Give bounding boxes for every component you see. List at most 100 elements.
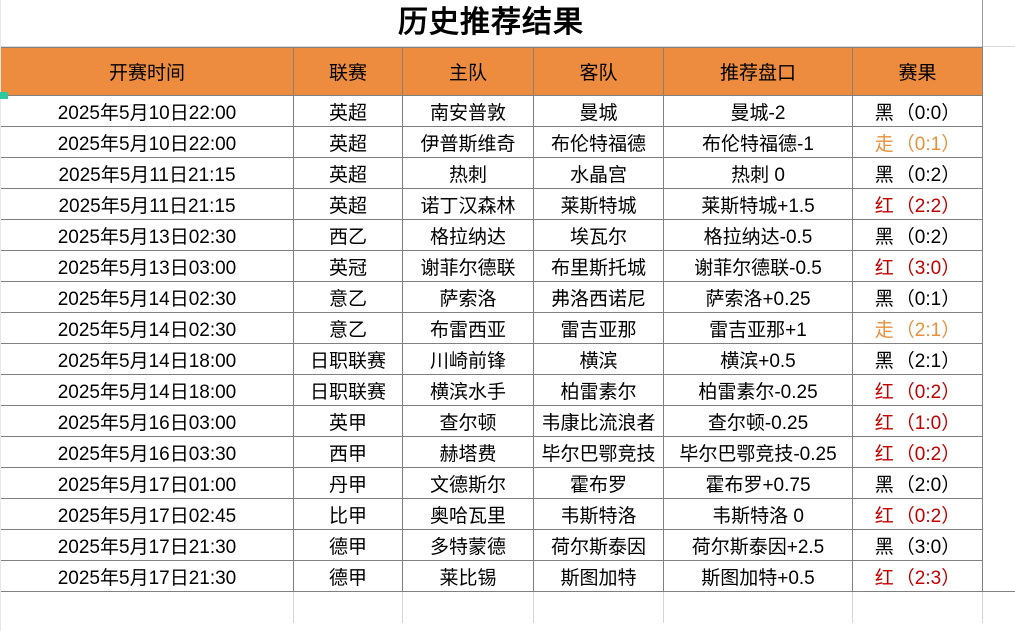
cell-result[interactable]: 黑（0:0） <box>852 95 983 127</box>
column-header-result[interactable]: 赛果 <box>852 47 983 96</box>
column-header-league[interactable]: 联赛 <box>293 47 403 96</box>
cell-away[interactable]: 莱斯特城 <box>533 188 664 220</box>
cell-result[interactable]: 黑（0:2） <box>852 219 983 251</box>
cell-home[interactable]: 谢菲尔德联 <box>402 250 534 282</box>
cell-away[interactable]: 柏雷素尔 <box>533 374 664 406</box>
cell-result[interactable]: 黑（0:2） <box>852 157 983 189</box>
cell-league[interactable]: 意乙 <box>293 312 403 344</box>
cell-time[interactable]: 2025年5月11日21:15 <box>0 157 294 189</box>
table-row[interactable]: 2025年5月17日01:00 丹甲 文德斯尔 霍布罗 霍布罗+0.75 黑（2:0） <box>0 467 1015 499</box>
cell-time[interactable]: 2025年5月10日22:00 <box>0 126 294 158</box>
cell-time[interactable]: 2025年5月16日03:00 <box>0 405 294 437</box>
cell-line[interactable]: 格拉纳达-0.5 <box>663 219 853 251</box>
cell-result[interactable]: 黑（2:0） <box>852 467 983 499</box>
cell-home[interactable]: 莱比锡 <box>402 560 534 592</box>
cell-away[interactable]: 横滨 <box>533 343 664 375</box>
cell-home[interactable]: 诺丁汉森林 <box>402 188 534 220</box>
cell-line[interactable]: 霍布罗+0.75 <box>663 467 853 499</box>
cell-away[interactable]: 弗洛西诺尼 <box>533 281 664 313</box>
cell-time[interactable]: 2025年5月17日21:30 <box>0 560 294 592</box>
cell-line[interactable]: 萨索洛+0.25 <box>663 281 853 313</box>
cell-line[interactable]: 查尔顿-0.25 <box>663 405 853 437</box>
cell-time[interactable]: 2025年5月17日01:00 <box>0 467 294 499</box>
empty-cell[interactable] <box>0 591 294 623</box>
column-header-time[interactable]: 开赛时间 <box>0 47 294 96</box>
table-row[interactable]: 2025年5月13日03:00 英冠 谢菲尔德联 布里斯托城 谢菲尔德联-0.5 红（3:… <box>0 250 1015 282</box>
cell-league[interactable]: 西乙 <box>293 219 403 251</box>
cell-result[interactable]: 红（0:2） <box>852 374 983 406</box>
cell-league[interactable]: 德甲 <box>293 529 403 561</box>
cell-time[interactable]: 2025年5月14日18:00 <box>0 374 294 406</box>
cell-away[interactable]: 水晶宫 <box>533 157 664 189</box>
cell-home[interactable]: 查尔顿 <box>402 405 534 437</box>
table-row[interactable]: 2025年5月16日03:00 英甲 查尔顿 韦康比流浪者 查尔顿-0.25 红（1:0） <box>0 405 1015 437</box>
cell-result[interactable]: 红（0:2） <box>852 498 983 530</box>
cell-home[interactable]: 文德斯尔 <box>402 467 534 499</box>
cell-time[interactable]: 2025年5月14日02:30 <box>0 281 294 313</box>
table-row[interactable]: 2025年5月16日03:30 西甲 赫塔费 毕尔巴鄂竞技 毕尔巴鄂竞技-0.25 红（0… <box>0 436 1015 468</box>
cell-home[interactable]: 萨索洛 <box>402 281 534 313</box>
cell-league[interactable]: 西甲 <box>293 436 403 468</box>
cell-home[interactable]: 赫塔费 <box>402 436 534 468</box>
cell-home[interactable]: 伊普斯维奇 <box>402 126 534 158</box>
cell-away[interactable]: 布伦特福德 <box>533 126 664 158</box>
table-row[interactable]: 2025年5月14日02:30 意乙 布雷西亚 雷吉亚那 雷吉亚那+1 走（2:1） <box>0 312 1015 344</box>
cell-away[interactable]: 韦斯特洛 <box>533 498 664 530</box>
empty-cell[interactable] <box>982 591 1015 623</box>
cell-time[interactable]: 2025年5月17日21:30 <box>0 529 294 561</box>
cell-home[interactable]: 南安普敦 <box>402 95 534 127</box>
empty-cell[interactable] <box>663 591 853 623</box>
cell-result[interactable]: 黑（0:1） <box>852 281 983 313</box>
table-row[interactable]: 2025年5月13日02:30 西乙 格拉纳达 埃瓦尔 格拉纳达-0.5 黑（0:2） <box>0 219 1015 251</box>
cell-time[interactable]: 2025年5月13日03:00 <box>0 250 294 282</box>
cell-away[interactable]: 斯图加特 <box>533 560 664 592</box>
cell-home[interactable]: 多特蒙德 <box>402 529 534 561</box>
cell-league[interactable]: 比甲 <box>293 498 403 530</box>
cell-league[interactable]: 德甲 <box>293 560 403 592</box>
cell-away[interactable]: 曼城 <box>533 95 664 127</box>
cell-result[interactable]: 走（0:1） <box>852 126 983 158</box>
cell-result[interactable]: 红（2:3） <box>852 560 983 592</box>
cell-result[interactable]: 走（2:1） <box>852 312 983 344</box>
cell-league[interactable]: 意乙 <box>293 281 403 313</box>
cell-line[interactable]: 柏雷素尔-0.25 <box>663 374 853 406</box>
cell-away[interactable]: 霍布罗 <box>533 467 664 499</box>
cell-league[interactable]: 英超 <box>293 188 403 220</box>
cell-away[interactable]: 雷吉亚那 <box>533 312 664 344</box>
table-row[interactable]: 2025年5月14日18:00 日职联赛 川崎前锋 横滨 横滨+0.5 黑（2:1） <box>0 343 1015 375</box>
cell-home[interactable]: 川崎前锋 <box>402 343 534 375</box>
cell-result[interactable]: 红（3:0） <box>852 250 983 282</box>
cell-home[interactable]: 布雷西亚 <box>402 312 534 344</box>
table-row[interactable]: 2025年5月17日02:45 比甲 奥哈瓦里 韦斯特洛 韦斯特洛 0 红（0:2） <box>0 498 1015 530</box>
cell-line[interactable]: 热刺 0 <box>663 157 853 189</box>
cell-time[interactable]: 2025年5月14日18:00 <box>0 343 294 375</box>
cell-result[interactable]: 红（0:2） <box>852 436 983 468</box>
column-header-away[interactable]: 客队 <box>533 47 664 96</box>
cell-time[interactable]: 2025年5月13日02:30 <box>0 219 294 251</box>
cell-league[interactable]: 英超 <box>293 95 403 127</box>
cell-away[interactable]: 埃瓦尔 <box>533 219 664 251</box>
cell-league[interactable]: 日职联赛 <box>293 343 403 375</box>
column-header-line[interactable]: 推荐盘口 <box>663 47 853 96</box>
cell-league[interactable]: 日职联赛 <box>293 374 403 406</box>
cell-line[interactable]: 谢菲尔德联-0.5 <box>663 250 853 282</box>
cell-league[interactable]: 英超 <box>293 126 403 158</box>
cell-line[interactable]: 斯图加特+0.5 <box>663 560 853 592</box>
cell-line[interactable]: 曼城-2 <box>663 95 853 127</box>
cell-result[interactable]: 红（1:0） <box>852 405 983 437</box>
empty-cell[interactable] <box>852 591 983 623</box>
cell-away[interactable]: 布里斯托城 <box>533 250 664 282</box>
table-row[interactable]: 2025年5月10日22:00 英超 南安普敦 曼城 曼城-2 黑（0:0） <box>0 95 1015 127</box>
cell-time[interactable]: 2025年5月10日22:00 <box>0 95 294 127</box>
cell-league[interactable]: 英冠 <box>293 250 403 282</box>
empty-row[interactable] <box>0 591 1015 623</box>
cell-away[interactable]: 毕尔巴鄂竞技 <box>533 436 664 468</box>
cell-line[interactable]: 荷尔斯泰因+2.5 <box>663 529 853 561</box>
empty-cell[interactable] <box>402 591 534 623</box>
cell-home[interactable]: 奥哈瓦里 <box>402 498 534 530</box>
cell-away[interactable]: 荷尔斯泰因 <box>533 529 664 561</box>
column-header-home[interactable]: 主队 <box>402 47 534 96</box>
cell-home[interactable]: 热刺 <box>402 157 534 189</box>
cell-away[interactable]: 韦康比流浪者 <box>533 405 664 437</box>
cell-line[interactable]: 韦斯特洛 0 <box>663 498 853 530</box>
